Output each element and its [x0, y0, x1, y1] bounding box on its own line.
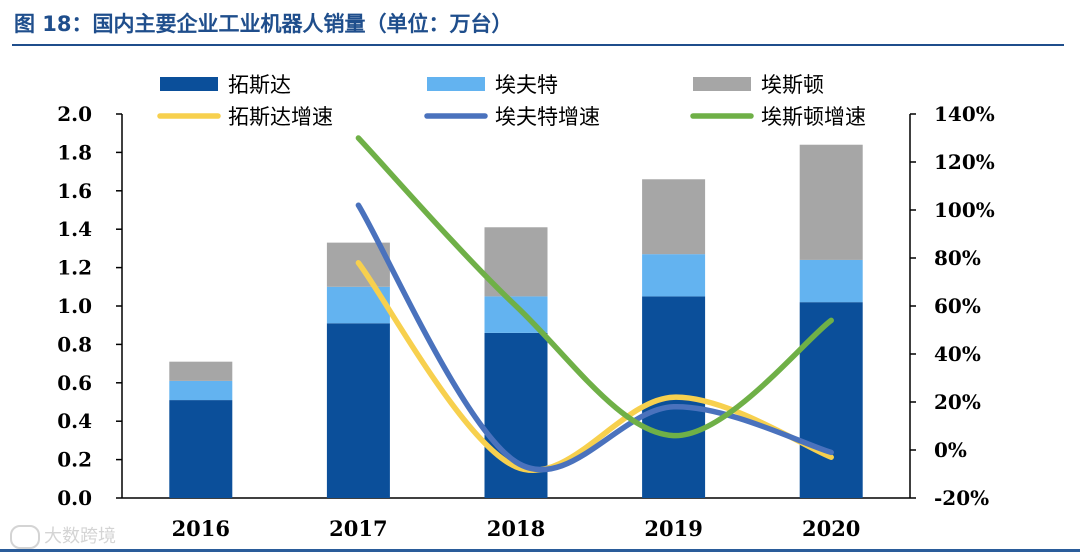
watermark: 大数跨境	[10, 522, 116, 549]
bars-layer	[169, 144, 863, 498]
right-tick-label: 40%	[934, 342, 981, 366]
legend-teradyne-label: 拓斯达	[228, 73, 291, 97]
left-tick-label: 1.4	[57, 217, 92, 241]
right-tick-label: 80%	[934, 246, 981, 270]
x-category-label: 2018	[487, 516, 545, 541]
left-tick-label: 0.8	[57, 332, 92, 356]
bottom-rule	[0, 549, 1080, 552]
x-category-label: 2016	[172, 516, 230, 541]
legend-teradyne-swatch	[160, 77, 218, 91]
legend-epson-label: 埃夫特	[495, 73, 558, 97]
figure-title: 图 18：国内主要企业工业机器人销量（单位：万台）	[14, 12, 513, 36]
teradyne-bar	[799, 302, 863, 498]
estun-bar	[799, 144, 863, 260]
axes-layer: 0.0 0.2 0.4 0.6 0.8 1.0 1.2 1.4 1.6 1.8 2.0 -20% 0% 2…	[57, 102, 995, 541]
left-tick-label: 1.8	[57, 140, 92, 164]
lines-layer	[355, 135, 834, 473]
x-category-label: 2020	[802, 516, 860, 541]
teradyne-growth-line	[355, 260, 834, 473]
estun-bar	[642, 179, 706, 255]
legend-estun-growth-label: 埃斯顿增速	[761, 105, 866, 129]
estun-growth-line	[355, 135, 834, 439]
estun-bar	[169, 361, 233, 381]
right-tick-label: -20%	[934, 486, 989, 510]
right-tick-label: 120%	[934, 150, 995, 174]
left-tick-label: 0.0	[57, 486, 92, 510]
watermark-text: 大数跨境	[44, 526, 116, 547]
legend-epson-swatch	[427, 77, 485, 91]
right-tick-label: 140%	[934, 102, 995, 126]
right-tick-label: 100%	[934, 198, 995, 222]
right-tick-label: 0%	[934, 438, 967, 462]
x-category-label: 2019	[644, 516, 702, 541]
left-tick-label: 0.2	[57, 448, 92, 472]
left-tick-label: 0.6	[57, 371, 92, 395]
left-tick-label: 1.0	[57, 294, 92, 318]
legend-teradyne-growth-label: 拓斯达增速	[228, 105, 333, 129]
legend-epson-growth-label: 埃夫特增速	[495, 105, 600, 129]
epson-growth-line	[355, 202, 834, 473]
epson-bar	[169, 380, 233, 401]
epson-bar	[799, 259, 863, 303]
teradyne-bar	[484, 332, 548, 498]
watermark-logo-icon	[10, 525, 40, 549]
legend-estun-label: 埃斯顿	[761, 73, 824, 97]
left-tick-label: 0.4	[57, 409, 92, 433]
title-rule	[12, 44, 1064, 46]
legend-estun-swatch	[693, 77, 751, 91]
left-tick-label: 2.0	[57, 102, 92, 126]
epson-bar	[642, 254, 706, 297]
left-tick-label: 1.6	[57, 179, 92, 203]
right-tick-label: 60%	[934, 294, 981, 318]
left-tick-label: 1.2	[57, 256, 92, 280]
teradyne-bar	[169, 400, 233, 498]
x-category-label: 2017	[329, 516, 387, 541]
teradyne-bar	[326, 323, 390, 498]
right-tick-label: 20%	[934, 390, 981, 414]
